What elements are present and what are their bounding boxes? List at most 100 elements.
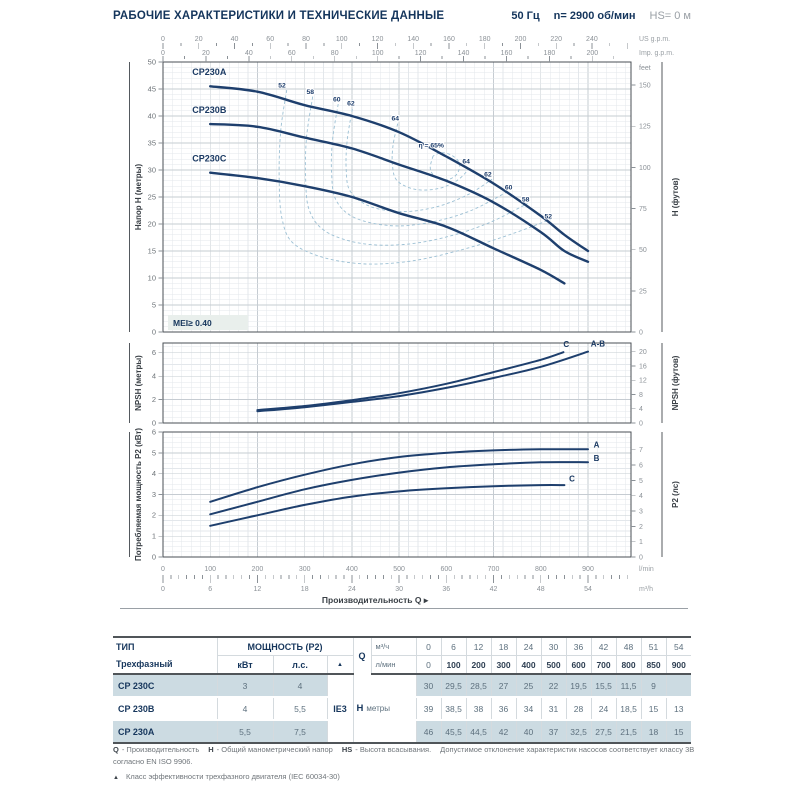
svg-text:H (футов): H (футов) bbox=[671, 177, 680, 216]
svg-text:30: 30 bbox=[148, 165, 156, 174]
svg-text:220: 220 bbox=[550, 36, 562, 43]
svg-text:feet: feet bbox=[639, 65, 651, 72]
h-value-cell: 15 bbox=[665, 719, 692, 743]
svg-text:50: 50 bbox=[639, 247, 647, 254]
svg-text:5: 5 bbox=[639, 478, 643, 485]
kw-header: кВт bbox=[216, 655, 273, 675]
h-value-cell: 36 bbox=[490, 696, 517, 720]
q-m3h-cell: 18 bbox=[490, 637, 517, 656]
type-header: ТИП bbox=[116, 641, 135, 652]
lmin-unit-label: л/мин bbox=[370, 655, 417, 675]
table-header-row-2: Трехфазный кВт л.с. ▲ л/мин 0 100 200 300 40… bbox=[113, 655, 692, 675]
svg-text:8: 8 bbox=[639, 392, 643, 399]
svg-text:0: 0 bbox=[639, 554, 643, 561]
svg-text:54: 54 bbox=[584, 586, 592, 593]
hp-cell: 5,5 bbox=[272, 696, 327, 720]
h-value-cell: 40 bbox=[515, 719, 542, 743]
efficiency-contour-62 bbox=[345, 108, 493, 213]
model-cell: CP 230B bbox=[113, 696, 217, 720]
svg-text:180: 180 bbox=[479, 36, 491, 43]
svg-text:300: 300 bbox=[299, 566, 311, 573]
svg-text:16: 16 bbox=[639, 363, 647, 370]
svg-text:64: 64 bbox=[392, 115, 400, 122]
q-m3h-cell: 0 bbox=[415, 637, 442, 656]
svg-text:75: 75 bbox=[639, 206, 647, 213]
svg-text:6: 6 bbox=[152, 348, 156, 357]
q-m3h-cell: 30 bbox=[540, 637, 567, 656]
table-header-row-1: ТИП МОЩНОСТЬ (P2) Q м³/ч 0 6 12 18 24 30 36 42 4… bbox=[113, 637, 692, 674]
q-m3h-cell: 42 bbox=[590, 637, 617, 656]
svg-text:4: 4 bbox=[639, 493, 643, 500]
svg-text:6: 6 bbox=[639, 463, 643, 470]
svg-text:20: 20 bbox=[148, 219, 156, 228]
svg-text:42: 42 bbox=[490, 586, 498, 593]
svg-text:60: 60 bbox=[288, 50, 296, 57]
svg-text:C: C bbox=[569, 475, 575, 484]
page-title: РАБОЧИЕ ХАРАКТЕРИСТИКИ И ТЕХНИЧЕСКИЕ ДАН… bbox=[113, 10, 445, 22]
h-value-cell: 42 bbox=[490, 719, 517, 743]
svg-text:3: 3 bbox=[639, 508, 643, 515]
svg-text:64: 64 bbox=[462, 159, 470, 166]
efficiency-contour-52 bbox=[278, 90, 552, 265]
svg-text:0: 0 bbox=[152, 552, 156, 561]
top-axis-imp: 0 20 40 60 80 100 120 140 160 180 200 Imp. g.p.m. bbox=[161, 50, 674, 62]
model-cell: CP 230C bbox=[113, 673, 217, 697]
svg-text:Напор H (метры): Напор H (метры) bbox=[134, 164, 143, 231]
svg-text:4: 4 bbox=[639, 406, 643, 413]
q-lmin-cell: 0 bbox=[415, 655, 442, 675]
q-m3h-cell: 12 bbox=[465, 637, 492, 656]
q-lmin-cell: 850 bbox=[640, 655, 667, 675]
svg-text:240: 240 bbox=[586, 36, 598, 43]
svg-text:5: 5 bbox=[152, 448, 156, 457]
hp-cell: 7,5 bbox=[272, 719, 327, 743]
q-lmin-cell: 600 bbox=[565, 655, 592, 675]
h-value-cell: 39 bbox=[415, 696, 442, 720]
h-value-cell: 44,5 bbox=[465, 719, 492, 743]
npsh-chart: 0 2 4 6 0 4 8 12 16 20 NPSH (метры) NPSH (футов) C A-… bbox=[129, 339, 680, 427]
svg-text:5: 5 bbox=[152, 300, 156, 309]
technical-data-table: ТИП МОЩНОСТЬ (P2) Q м³/ч 0 6 12 18 24 30 36 42 4… bbox=[113, 636, 692, 744]
legend-note: Q- Производительность H - Общий манометрич… bbox=[113, 745, 695, 766]
h-value-cell: 34 bbox=[515, 696, 542, 720]
svg-text:6: 6 bbox=[152, 427, 156, 436]
q-lmin-cell: 800 bbox=[615, 655, 642, 675]
curve-A-B bbox=[256, 350, 589, 413]
svg-text:36: 36 bbox=[442, 586, 450, 593]
svg-text:180: 180 bbox=[544, 50, 556, 57]
svg-text:120: 120 bbox=[415, 50, 427, 57]
svg-text:2: 2 bbox=[152, 511, 156, 520]
curve-B bbox=[209, 461, 589, 516]
svg-text:40: 40 bbox=[231, 36, 239, 43]
curve-CP230C bbox=[209, 171, 566, 285]
svg-text:CP230C: CP230C bbox=[192, 153, 227, 163]
svg-text:80: 80 bbox=[302, 36, 310, 43]
svg-text:0: 0 bbox=[161, 566, 165, 573]
h-value-cell: 21,5 bbox=[615, 719, 642, 743]
kw-cell: 3 bbox=[216, 673, 273, 697]
svg-text:60: 60 bbox=[505, 184, 513, 191]
h-value-cell: 15,5 bbox=[590, 673, 617, 697]
svg-text:150: 150 bbox=[639, 83, 651, 90]
svg-text:CP230A: CP230A bbox=[192, 67, 227, 77]
svg-text:18: 18 bbox=[301, 586, 309, 593]
svg-text:0: 0 bbox=[639, 329, 643, 336]
svg-text:0: 0 bbox=[152, 418, 156, 427]
hp-cell: 4 bbox=[272, 673, 327, 697]
h-value-cell: 22 bbox=[540, 673, 567, 697]
svg-text:125: 125 bbox=[639, 124, 651, 131]
svg-text:NPSH (метры): NPSH (метры) bbox=[134, 355, 143, 411]
efficiency-contour-60 bbox=[330, 104, 510, 227]
svg-text:100: 100 bbox=[372, 50, 384, 57]
p2-chart: 0 1 2 3 4 5 6 0 1 2 3 4 5 6 7 Потребляемая мощность P2 … bbox=[129, 427, 680, 561]
q-lmin-cell: 700 bbox=[590, 655, 617, 675]
frequency-value: 50 Гц bbox=[511, 10, 540, 22]
h-value-cell: 18,5 bbox=[615, 696, 642, 720]
svg-text:2: 2 bbox=[639, 524, 643, 531]
svg-text:4: 4 bbox=[152, 372, 156, 381]
q-m3h-cell: 24 bbox=[515, 637, 542, 656]
q-lmin-cell: 200 bbox=[465, 655, 492, 675]
svg-text:0: 0 bbox=[161, 586, 165, 593]
header-specs: 50 Гц n= 2900 об/мин HS= 0 м bbox=[511, 10, 691, 22]
svg-text:Imp. g.p.m.: Imp. g.p.m. bbox=[639, 50, 674, 57]
